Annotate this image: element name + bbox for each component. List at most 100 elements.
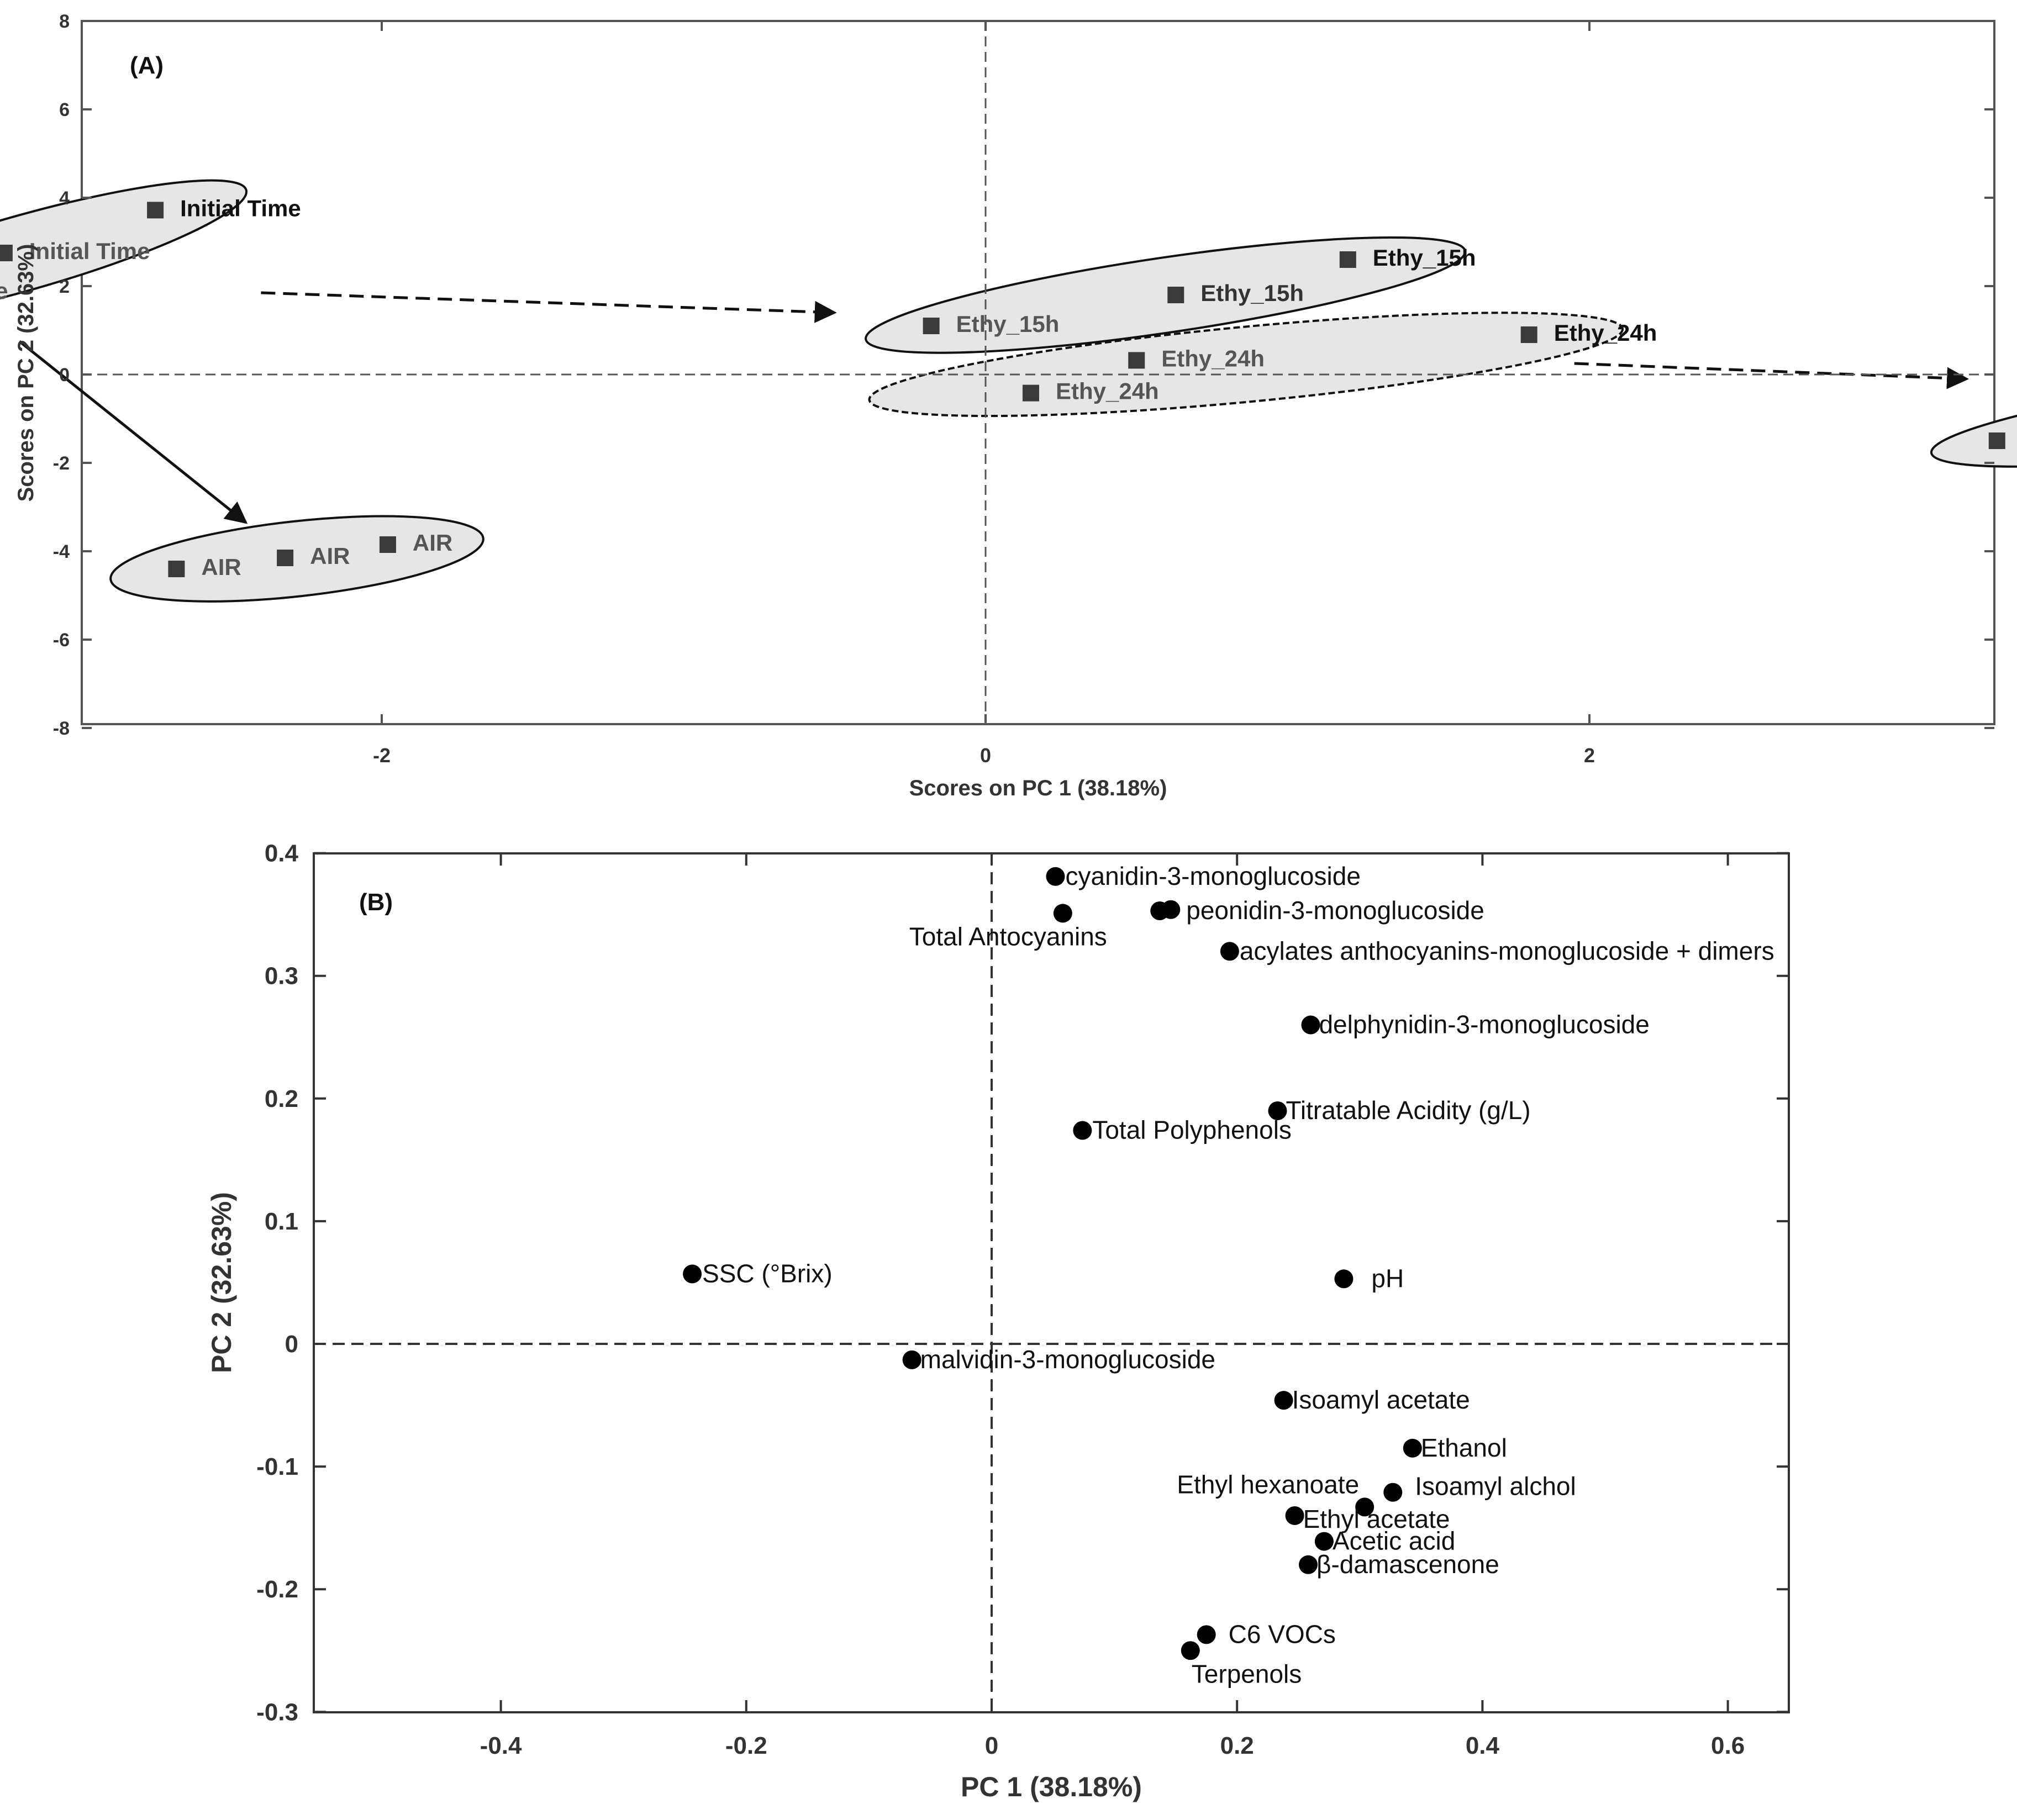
score-point-label-ethy-24h: Ethy_24h	[1554, 320, 1657, 346]
panel-a-y-tick-label: 0	[59, 365, 70, 386]
score-point-label-air: AIR	[201, 554, 241, 580]
score-point-initial-time	[147, 202, 164, 219]
group-ellipse-ethy-15h	[865, 236, 1467, 354]
loading-point-delphynidin-3-monoglucoside	[1301, 1015, 1320, 1035]
score-point-ethy-36h	[1988, 432, 2005, 449]
panel-a-x-tick-label: -2	[373, 744, 391, 767]
panel-b-y-tick-label: -0.1	[256, 1453, 298, 1480]
loading-point-isoamyl-alchol	[1383, 1483, 1403, 1502]
loading-point-label-acylates-anthocyanins-monoglucoside-dimers: acylates anthocyanins-monoglucoside + di…	[1240, 936, 1774, 965]
score-point-ethy-15h	[923, 318, 940, 334]
score-point-label-ethy-15h: Ethy_15h	[956, 311, 1060, 337]
loading-point-ethyl-hexanoate	[1355, 1497, 1374, 1517]
panel-a-y-tick-label: 8	[59, 11, 70, 32]
loading-point-acylates-anthocyanins-monoglucoside-dimers	[1220, 942, 1239, 961]
score-point-label-ethy-24h: Ethy_24h	[1056, 378, 1159, 404]
panel-a-y-tick-label: 4	[59, 188, 70, 209]
panel-a-x-tick-label: 2	[1584, 744, 1595, 767]
loading-point-ph	[1334, 1269, 1354, 1289]
panel-b-x-tick-label: 0.4	[1466, 1732, 1500, 1759]
loading-point-label-ssc-brix: SSC (°Brix)	[702, 1259, 833, 1288]
loading-point-label-ethanol: Ethanol	[1421, 1433, 1507, 1462]
score-point-label-ethy-15h: Ethy_15h	[1373, 245, 1476, 271]
trajectory-arrow-2	[261, 291, 837, 323]
loading-point-label-terpenols: Terpenols	[1192, 1659, 1302, 1688]
panel-a-x-axis-label: Scores on PC 1 (38.18%)	[909, 776, 1167, 800]
group-ellipse-ethy-24h	[868, 312, 1624, 418]
panel-b-y-tick-label: 0.4	[265, 840, 299, 867]
loading-point-label-delphynidin-3-monoglucoside: delphynidin-3-monoglucoside	[1319, 1010, 1649, 1039]
loading-point-label-titratable-acidity-g-l: Titratable Acidity (g/L)	[1286, 1096, 1530, 1125]
panel-a-points: Initial Time Initial Time Initial Time AIR A…	[0, 195, 2005, 580]
panel-a-y-tick-label: -2	[53, 453, 70, 474]
panel-a-y-axis-label: Scores on PC 2 (32.63%)	[14, 244, 38, 502]
panel-b-loadings-plot: -0.4 -0.2 0 0.2 0.4 0.6 -0.3 -0.2 -0.1 0 0.1 0.2 0.3…	[206, 840, 1790, 1802]
loading-point-label-damascenone: β-damascenone	[1316, 1550, 1499, 1579]
loading-point-total-polyphenols	[1073, 1121, 1092, 1140]
score-point-label-ethy-15h: Ethy_15h	[1200, 280, 1304, 306]
loading-point-ethanol	[1403, 1438, 1422, 1458]
panel-b-y-tick-label: -0.3	[256, 1698, 298, 1726]
score-point-ethy-24h	[1520, 326, 1537, 343]
loading-point-label-ethyl-hexanoate: Ethyl hexanoate	[1177, 1470, 1359, 1499]
panel-a-y-tick-label: -4	[53, 541, 70, 562]
loading-point-label-acetic-acid: Acetic acid	[1333, 1527, 1455, 1555]
loading-point-acetic-acid	[1314, 1532, 1334, 1551]
panel-b-x-axis-label: PC 1 (38.18%)	[961, 1771, 1142, 1802]
panel-a-tag: (A)	[130, 52, 164, 79]
loading-point-label-total-polyphenols: Total Polyphenols	[1092, 1116, 1292, 1144]
loading-point-cyanidin-3-monoglucoside	[1046, 867, 1065, 886]
panel-b-y-axis-label: PC 2 (32.63%)	[206, 1192, 237, 1373]
loading-point-label-malvidin-3-monoglucoside: malvidin-3-monoglucoside	[920, 1345, 1215, 1374]
loading-point-c6-vocs	[1197, 1625, 1216, 1644]
loading-point-ethyl-acetate	[1285, 1506, 1304, 1525]
panel-b-y-tick-label: 0.3	[265, 963, 298, 990]
score-point-air	[379, 536, 396, 553]
loading-point-titratable-acidity-g-l	[1268, 1101, 1287, 1121]
score-point-air	[168, 561, 185, 577]
score-point-label-air: AIR	[310, 543, 350, 569]
score-point-ethy-15h	[1167, 287, 1184, 303]
loading-point-ssc-brix	[683, 1264, 702, 1284]
score-point-label-initial-time: Initial Time	[29, 238, 150, 264]
panel-b-y-tick-label: 0.1	[265, 1208, 298, 1235]
group-ellipse-initial-time	[0, 179, 248, 328]
score-point-label-initial-time: Initial Time	[180, 195, 301, 221]
loading-point-label-isoamyl-alchol: Isoamyl alchol	[1415, 1472, 1576, 1501]
panel-a-arrows	[18, 291, 1969, 524]
group-ellipse-ethy-36h	[1930, 350, 2017, 468]
score-point-ethy-15h	[1339, 251, 1356, 268]
panel-b-y-tick-label: -0.2	[256, 1576, 298, 1603]
loading-point-label-c6-vocs: C6 VOCs	[1229, 1619, 1336, 1648]
loading-point-label-cyanidin-3-monoglucoside: cyanidin-3-monoglucoside	[1065, 862, 1360, 890]
panel-b-x-tick-label: 0.6	[1711, 1732, 1745, 1759]
panel-a-y-tick-label: -6	[53, 630, 70, 651]
score-point-label-ethy-24h: Ethy_24h	[1161, 345, 1265, 371]
loading-point-terpenols	[1181, 1641, 1200, 1660]
panel-b-tag: (B)	[359, 889, 393, 916]
score-point-ethy-24h	[1128, 352, 1145, 369]
panel-b-y-tick-label: 0.2	[265, 1085, 298, 1112]
loading-point-label-ethyl-acetate: Ethyl acetate	[1303, 1505, 1450, 1533]
panel-a-y-tick-label: 2	[59, 276, 70, 297]
score-point-label-initial-time: Initial Time	[0, 278, 8, 304]
loading-point-peonidin-3-monoglucoside	[1161, 900, 1181, 919]
panel-a-y-tick-label: -8	[53, 718, 70, 739]
loading-point-label-isoamyl-acetate: Isoamyl acetate	[1292, 1385, 1470, 1414]
panel-b-points: cyanidin-3-monoglucoside Total Antocyanin…	[683, 862, 1774, 1688]
panel-b-x-tick-label: 0.2	[1220, 1732, 1254, 1759]
score-point-initial-time	[0, 245, 13, 261]
loading-point-label-peonidin-3-monoglucoside: peonidin-3-monoglucoside	[1186, 896, 1484, 925]
loading-point-label-ph: pH	[1371, 1264, 1404, 1293]
panel-b-axes: -0.4 -0.2 0 0.2 0.4 0.6 -0.3 -0.2 -0.1 0 0.1 0.2 0.3…	[256, 840, 1789, 1759]
loading-point-total-antocyanins	[1053, 904, 1072, 923]
panel-b-x-tick-label: 0	[985, 1732, 998, 1759]
loading-point-label-total-antocyanins: Total Antocyanins	[909, 922, 1107, 951]
panel-a-y-tick-label: 6	[59, 99, 70, 120]
score-point-ethy-24h	[1022, 384, 1039, 402]
panel-b-plot-area	[313, 852, 1790, 1713]
score-point-label-air: AIR	[413, 530, 452, 556]
